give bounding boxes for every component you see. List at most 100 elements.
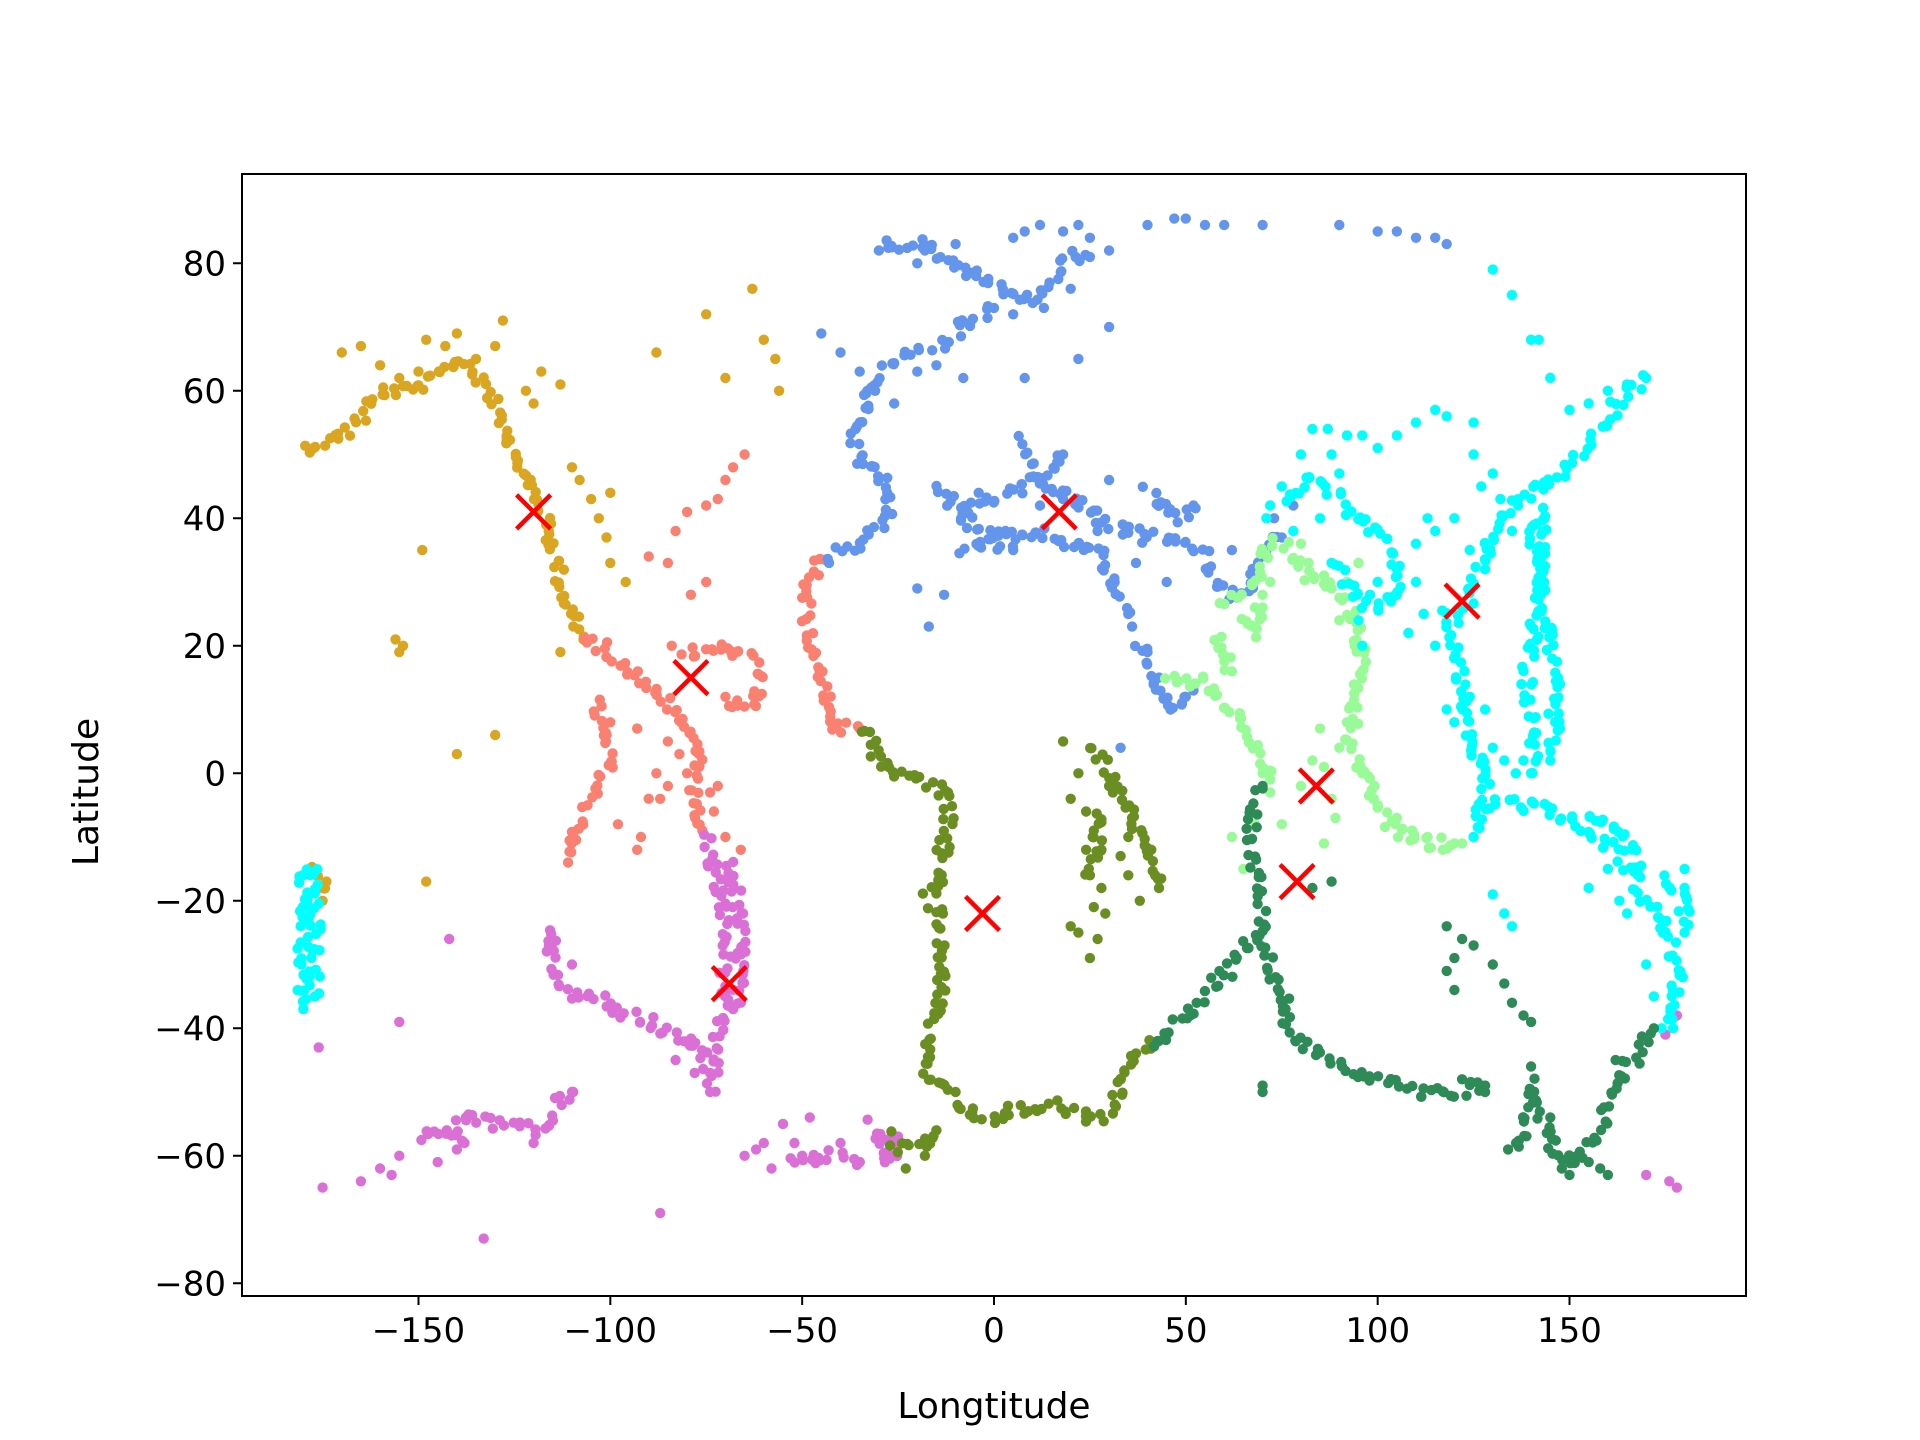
data-point: [632, 723, 643, 734]
data-point: [1284, 1027, 1295, 1038]
data-point: [1479, 1086, 1491, 1098]
data-point: [421, 334, 432, 345]
data-point: [1002, 1100, 1014, 1112]
data-point: [1556, 1163, 1568, 1174]
data-point: [1340, 1065, 1351, 1077]
data-point: [374, 1163, 386, 1174]
data-point: [661, 704, 673, 715]
data-point: [651, 347, 662, 358]
data-point: [528, 398, 539, 409]
data-point: [873, 245, 885, 256]
data-point: [1250, 854, 1262, 865]
data-point: [1321, 489, 1332, 500]
data-point: [857, 458, 869, 470]
data-point: [1544, 632, 1555, 643]
data-point: [1480, 555, 1491, 566]
data-point: [1170, 533, 1181, 544]
data-point: [1243, 942, 1254, 954]
data-point: [835, 1137, 846, 1149]
data-point: [1257, 768, 1268, 779]
data-point: [1539, 548, 1551, 559]
data-point: [1092, 525, 1103, 537]
data-point: [1204, 545, 1215, 557]
data-point: [1357, 640, 1368, 651]
data-point: [1632, 887, 1644, 898]
data-point: [554, 1090, 566, 1102]
data-point: [681, 506, 693, 518]
data-point: [869, 385, 881, 396]
data-point: [1096, 835, 1108, 846]
data-point: [589, 710, 600, 721]
data-point: [1465, 573, 1477, 584]
data-point: [773, 385, 785, 396]
data-point: [1152, 1035, 1163, 1047]
data-point: [1044, 277, 1055, 288]
data-point: [816, 328, 827, 339]
data-point: [1183, 512, 1195, 523]
data-point: [1100, 908, 1111, 919]
data-point: [595, 771, 606, 782]
data-point: [1372, 226, 1383, 237]
data-point: [1487, 959, 1499, 970]
data-point: [1198, 673, 1209, 684]
data-point: [739, 449, 750, 460]
data-point: [432, 1156, 443, 1168]
data-point: [1344, 703, 1355, 714]
data-point: [919, 1133, 931, 1144]
data-point: [892, 1147, 903, 1158]
data-point: [1455, 657, 1467, 668]
data-point: [1506, 997, 1518, 1008]
y-tick-label: −60: [154, 1137, 226, 1177]
data-point: [490, 729, 501, 741]
data-point: [1348, 679, 1360, 690]
data-point: [1000, 525, 1011, 537]
data-point: [1100, 513, 1111, 525]
data-point: [913, 342, 924, 354]
data-point: [1679, 863, 1690, 875]
data-point: [1410, 417, 1422, 428]
data-point: [917, 888, 929, 899]
data-point: [931, 480, 942, 492]
data-point: [1099, 545, 1110, 556]
data-point: [1528, 713, 1540, 724]
data-point: [1516, 679, 1527, 690]
data-point: [1391, 430, 1403, 441]
series-3: [816, 213, 1452, 753]
centroid-markers-layer: [515, 493, 1481, 1003]
data-point: [1199, 219, 1211, 231]
data-point: [1088, 825, 1100, 836]
data-point: [304, 869, 316, 881]
data-point: [1073, 219, 1084, 231]
data-point: [882, 472, 893, 483]
data-point: [955, 331, 967, 342]
data-point: [1073, 353, 1084, 365]
data-point: [982, 277, 994, 289]
data-point: [1326, 449, 1337, 460]
data-point: [796, 616, 808, 627]
data-point: [711, 1043, 722, 1054]
data-point: [651, 768, 662, 779]
data-point: [1545, 745, 1556, 757]
data-point: [643, 551, 654, 562]
data-point: [1393, 1081, 1405, 1092]
data-point: [1252, 883, 1264, 895]
data-point: [451, 1144, 463, 1155]
data-point: [304, 980, 315, 991]
data-point: [943, 336, 954, 348]
data-point: [1287, 554, 1298, 565]
data-point: [1339, 592, 1351, 603]
data-point: [1059, 1106, 1071, 1117]
data-point: [1084, 952, 1096, 964]
data-point: [1181, 673, 1192, 684]
data-point: [1268, 513, 1280, 524]
data-point: [1103, 474, 1115, 486]
data-point: [1666, 991, 1677, 1002]
data-point: [520, 385, 532, 396]
data-point: [1524, 533, 1536, 544]
data-point: [1107, 787, 1119, 798]
data-point: [1092, 852, 1104, 863]
data-point: [523, 1118, 534, 1129]
data-point: [566, 1086, 578, 1098]
